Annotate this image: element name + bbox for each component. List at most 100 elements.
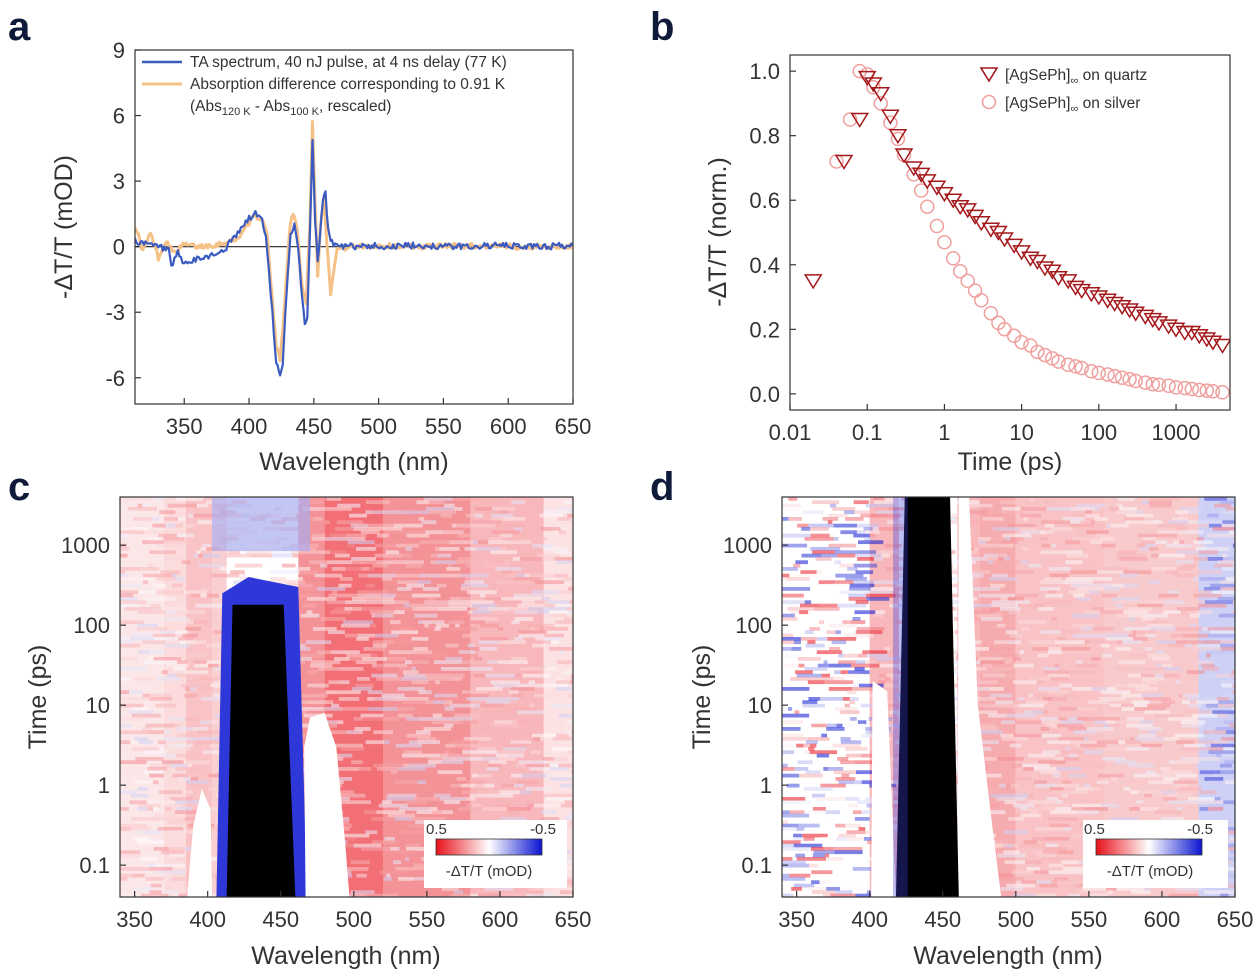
heatmap-noise-cell [131, 783, 153, 788]
heatmap-noise-cell [1218, 613, 1235, 618]
heatmap-noise-cell [207, 593, 219, 598]
heatmap-noise-cell [989, 703, 1020, 708]
panel-a-legend: TA spectrum, 40 nJ pulse, at 4 ns delay … [142, 54, 507, 118]
heatmap-noise-cell [1152, 657, 1170, 661]
heatmap-noise-cell [888, 507, 904, 511]
data-point-silver [1074, 360, 1089, 376]
heatmap-noise-cell [202, 750, 216, 755]
heatmap-noise-cell [1203, 587, 1221, 591]
heatmap-noise-cell [841, 773, 850, 778]
heatmap-noise-cell [402, 510, 430, 515]
heatmap-noise-cell [826, 630, 836, 635]
heatmap-noise-cell [782, 613, 795, 618]
heatmap-noise-cell [952, 670, 962, 675]
heatmap-noise-cell [834, 670, 841, 675]
heatmap-noise-cell [341, 507, 352, 511]
heatmap-noise-cell [1106, 533, 1112, 538]
heatmap-noise-cell [120, 853, 141, 858]
heatmap-noise-cell [971, 587, 1001, 591]
heatmap-noise-cell [497, 627, 504, 631]
heatmap-noise-cell [142, 503, 147, 508]
heatmap-noise-cell [202, 543, 211, 548]
heatmap-noise-cell [1037, 653, 1049, 658]
heatmap-noise-cell [418, 740, 440, 745]
heatmap-noise-cell [1007, 817, 1024, 821]
heatmap-noise-cell [452, 497, 479, 501]
heatmap-noise-cell [397, 707, 415, 711]
heatmap-noise-cell [1007, 597, 1024, 601]
heatmap-noise-cell [545, 797, 554, 801]
heatmap-noise-cell [444, 700, 453, 705]
heatmap-noise-cell [479, 593, 486, 598]
heatmap-noise-cell [138, 527, 148, 531]
heatmap-noise-cell [183, 777, 191, 781]
heatmap-noise-cell [120, 873, 132, 878]
heatmap-noise-cell [1128, 683, 1150, 688]
heatmap-noise-cell [209, 720, 219, 725]
heatmap-noise-cell [478, 790, 500, 795]
data-point-silver [1215, 385, 1230, 400]
heatmap-noise-cell [1144, 710, 1170, 715]
heatmap-noise-cell [311, 660, 330, 665]
heatmap-noise-cell [944, 603, 968, 608]
heatmap-noise-cell [128, 710, 155, 715]
heatmap-noise-cell [1045, 843, 1058, 848]
heatmap-noise-cell [553, 797, 573, 801]
heatmap-noise-cell [556, 660, 573, 665]
heatmap-noise-cell [858, 540, 884, 545]
data-point-quartz [1120, 303, 1139, 319]
heatmap-noise-cell [358, 573, 369, 578]
heatmap-noise-cell [1220, 580, 1235, 585]
heatmap-noise-cell [351, 760, 363, 765]
heatmap-noise-cell [850, 620, 866, 625]
heatmap-noise-cell [567, 693, 573, 698]
heatmap-noise-cell [945, 773, 970, 778]
heatmap-noise-cell [543, 637, 562, 641]
heatmap-noise-cell [980, 660, 1005, 665]
heatmap-noise-cell [136, 627, 158, 631]
heatmap-noise-cell [826, 723, 837, 728]
heatmap-noise-cell [166, 663, 189, 668]
heatmap-noise-cell [1091, 657, 1101, 661]
heatmap-noise-cell [838, 780, 854, 785]
heatmap-noise-cell [422, 587, 439, 591]
heatmap-noise-cell [309, 497, 327, 501]
heatmap-noise-cell [1047, 740, 1071, 745]
heatmap-noise-cell [160, 570, 181, 575]
heatmap-noise-cell [1115, 647, 1132, 651]
heatmap-noise-cell [336, 893, 365, 897]
heatmap-noise-cell [1068, 590, 1090, 595]
heatmap-noise-cell [554, 603, 573, 608]
heatmap-noise-cell [1054, 877, 1069, 881]
heatmap-noise-cell [417, 780, 427, 785]
data-point-silver [1107, 368, 1122, 384]
heatmap-noise-cell [887, 513, 902, 518]
heatmap-noise-cell [976, 697, 996, 701]
heatmap-noise-cell [1120, 717, 1127, 721]
heatmap-noise-cell [120, 723, 132, 728]
heatmap-noise-cell [157, 827, 184, 831]
heatmap-noise-cell [1117, 640, 1123, 645]
heatmap-noise-cell [190, 687, 197, 691]
heatmap-noise-cell [1044, 523, 1054, 528]
heatmap-noise-cell [967, 603, 992, 608]
heatmap-noise-cell [1204, 600, 1233, 605]
heatmap-noise-cell [120, 527, 139, 531]
heatmap-noise-cell [979, 703, 990, 708]
heatmap-noise-cell [852, 810, 862, 815]
heatmap-noise-cell [999, 547, 1006, 551]
heatmap-noise-cell [240, 550, 247, 555]
heatmap-noise-cell [1179, 787, 1202, 791]
heatmap-noise-cell [1147, 653, 1169, 658]
heatmap-noise-cell [782, 810, 790, 815]
heatmap-noise-cell [1158, 557, 1180, 561]
heatmap-noise-cell [1199, 807, 1209, 811]
heatmap-noise-cell [1101, 803, 1119, 808]
heatmap-noise-cell [1074, 513, 1086, 518]
heatmap-noise-cell [327, 630, 334, 635]
heatmap-noise-cell [517, 710, 547, 715]
heatmap-noise-cell [234, 563, 263, 568]
heatmap-noise-cell [827, 520, 833, 525]
heatmap-noise-cell [999, 783, 1006, 788]
heatmap-noise-cell [1180, 747, 1210, 751]
